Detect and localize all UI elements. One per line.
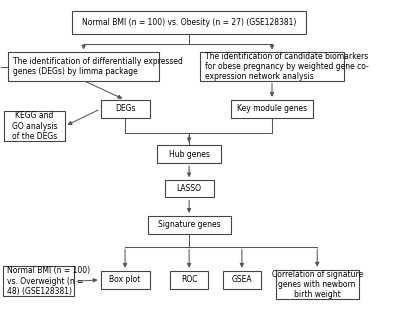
Text: DEGs: DEGs (115, 104, 135, 113)
Text: LASSO: LASSO (177, 184, 202, 193)
FancyBboxPatch shape (72, 11, 306, 34)
Text: The identification of candidate biomarkers
for obese pregnancy by weighted gene : The identification of candidate biomarke… (205, 52, 369, 82)
Text: Hub genes: Hub genes (169, 150, 210, 159)
FancyBboxPatch shape (230, 100, 314, 118)
FancyBboxPatch shape (276, 270, 359, 300)
Text: ROC: ROC (181, 275, 197, 284)
Text: KEGG and
GO analysis
of the DEGs: KEGG and GO analysis of the DEGs (12, 111, 57, 141)
Text: GSEA: GSEA (232, 275, 252, 284)
FancyBboxPatch shape (100, 100, 150, 118)
FancyBboxPatch shape (223, 271, 261, 289)
FancyBboxPatch shape (157, 145, 221, 163)
FancyBboxPatch shape (170, 271, 208, 289)
Text: Correlation of signature
genes with newborn
birth weight: Correlation of signature genes with newb… (272, 270, 363, 300)
Text: The identification of differentially expressed
genes (DEGs) by limma package: The identification of differentially exp… (13, 57, 183, 76)
FancyBboxPatch shape (4, 111, 65, 141)
FancyBboxPatch shape (2, 266, 74, 296)
Text: Normal BMI (n = 100)
vs. Overweight (n =
48) (GSE128381): Normal BMI (n = 100) vs. Overweight (n =… (7, 266, 90, 296)
Text: Signature genes: Signature genes (158, 220, 220, 229)
Text: Normal BMI (n = 100) vs. Obesity (n = 27) (GSE128381): Normal BMI (n = 100) vs. Obesity (n = 27… (82, 18, 296, 27)
Text: Key module genes: Key module genes (237, 104, 307, 113)
FancyBboxPatch shape (200, 52, 344, 81)
Text: Box plot: Box plot (110, 275, 141, 284)
FancyBboxPatch shape (100, 271, 150, 289)
FancyBboxPatch shape (8, 52, 159, 81)
FancyBboxPatch shape (148, 216, 230, 234)
FancyBboxPatch shape (165, 180, 214, 198)
